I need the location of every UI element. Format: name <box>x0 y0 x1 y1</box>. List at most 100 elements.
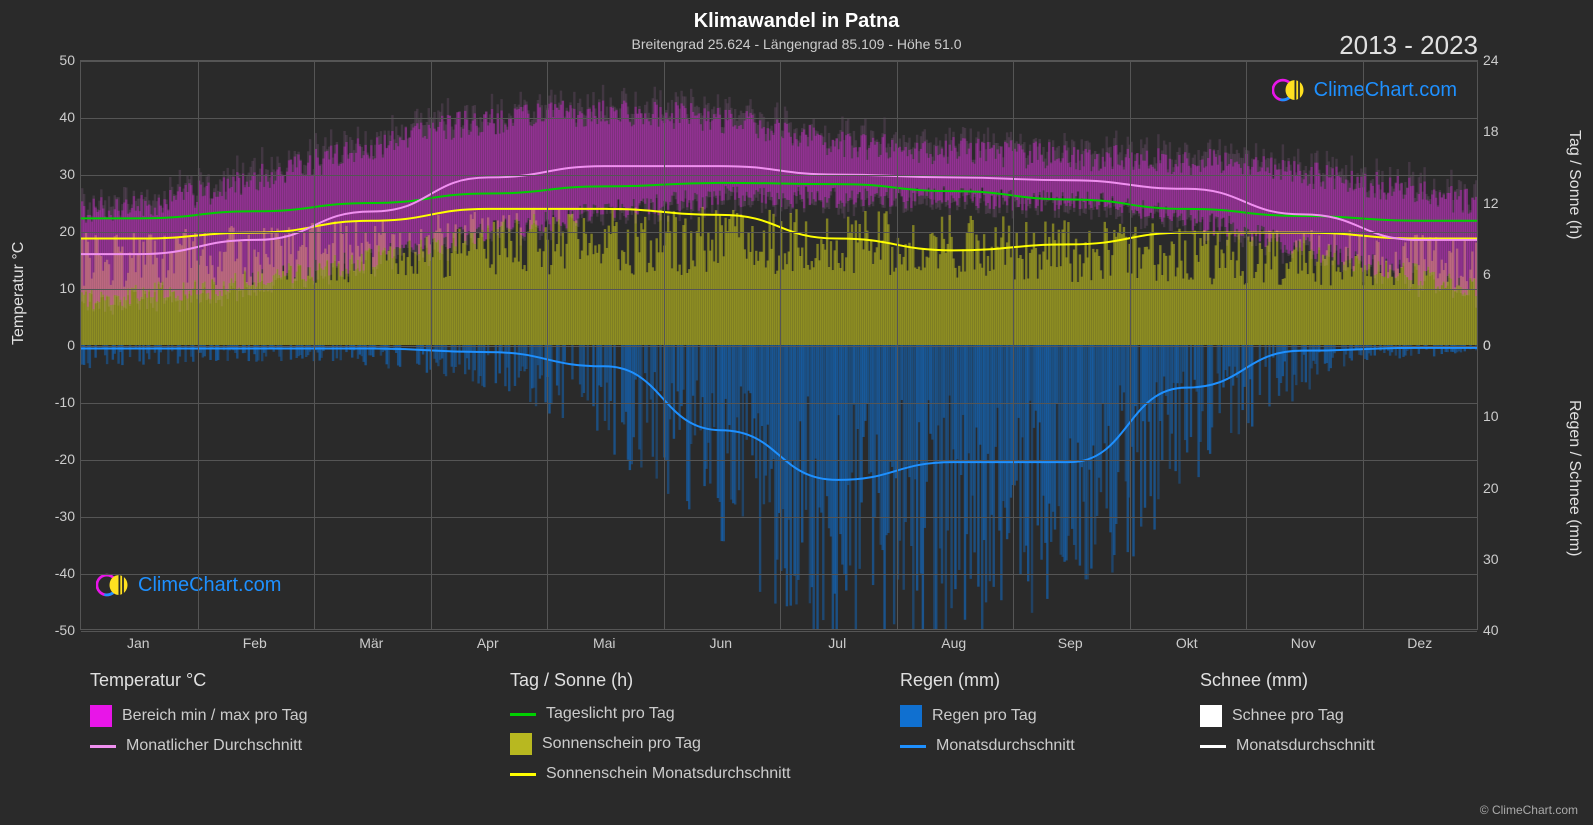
legend-label: Monatlicher Durchschnitt <box>126 737 302 755</box>
legend-item: Sonnenschein pro Tag <box>510 733 900 755</box>
grid-line-v <box>1363 61 1364 629</box>
copyright: © ClimeChart.com <box>1480 803 1578 817</box>
y-tick-right-top: 24 <box>1483 52 1513 68</box>
x-tick: Apr <box>458 635 518 651</box>
x-tick: Mär <box>341 635 401 651</box>
grid-line-v <box>1246 61 1247 629</box>
legend: Temperatur °C Bereich min / max pro Tag Mo… <box>90 670 1513 783</box>
climechart-logo-icon <box>1272 76 1308 104</box>
legend-group: Schnee (mm)Schnee pro TagMonatsdurchschn… <box>1200 670 1460 783</box>
legend-group: Regen (mm)Regen pro TagMonatsdurchschnit… <box>900 670 1200 783</box>
legend-item: Monatlicher Durchschnitt <box>90 737 510 755</box>
y-tick-left: -20 <box>45 451 75 467</box>
legend-swatch <box>900 745 926 748</box>
grid-line-v <box>1130 61 1131 629</box>
y-axis-right-top-label: Tag / Sonne (h) <box>1565 130 1583 239</box>
watermark-text: ClimeChart.com <box>138 574 281 597</box>
legend-label: Schnee pro Tag <box>1232 707 1344 725</box>
legend-item: Schnee pro Tag <box>1200 705 1460 727</box>
legend-swatch <box>900 705 922 727</box>
grid-line-h <box>81 232 1477 233</box>
legend-swatch <box>1200 745 1226 748</box>
x-tick: Nov <box>1273 635 1333 651</box>
x-tick: Jul <box>807 635 867 651</box>
y-tick-left: 10 <box>45 280 75 296</box>
climechart-logo-icon <box>96 571 132 599</box>
plot-area: ClimeChart.com ClimeChart.com <box>80 60 1478 630</box>
grid-line-v <box>431 61 432 629</box>
legend-item: Monatsdurchschnitt <box>1200 737 1460 755</box>
y-tick-left: 30 <box>45 166 75 182</box>
y-tick-left: -50 <box>45 622 75 638</box>
grid-line-v <box>664 61 665 629</box>
y-tick-right-bottom: 30 <box>1483 551 1513 567</box>
y-tick-left: 50 <box>45 52 75 68</box>
climate-chart: Klimawandel in Patna Breitengrad 25.624 … <box>0 0 1593 825</box>
y-tick-right-bottom: 10 <box>1483 408 1513 424</box>
x-tick: Jan <box>108 635 168 651</box>
x-tick: Feb <box>225 635 285 651</box>
daily-layer <box>81 85 1477 629</box>
legend-item: Sonnenschein Monatsdurchschnitt <box>510 765 900 783</box>
grid-line-h <box>81 574 1477 575</box>
legend-label: Sonnenschein Monatsdurchschnitt <box>546 765 791 783</box>
grid-line-h <box>81 403 1477 404</box>
legend-item: Monatsdurchschnitt <box>900 737 1200 755</box>
legend-label: Regen pro Tag <box>932 707 1037 725</box>
legend-label: Monatsdurchschnitt <box>1236 737 1375 755</box>
line-temp-avg <box>81 166 1477 254</box>
y-tick-left: -30 <box>45 508 75 524</box>
y-tick-left: -40 <box>45 565 75 581</box>
legend-item: Tageslicht pro Tag <box>510 705 900 723</box>
legend-item: Bereich min / max pro Tag <box>90 705 510 727</box>
y-tick-left: 20 <box>45 223 75 239</box>
y-axis-right-bottom-label: Regen / Schnee (mm) <box>1565 400 1583 557</box>
legend-swatch <box>1200 705 1222 727</box>
legend-group-title: Tag / Sonne (h) <box>510 670 900 691</box>
legend-swatch <box>90 705 112 727</box>
legend-group: Tag / Sonne (h) Tageslicht pro Tag Sonnens… <box>510 670 900 783</box>
legend-label: Bereich min / max pro Tag <box>122 707 308 725</box>
legend-group: Temperatur °C Bereich min / max pro Tag Mo… <box>90 670 510 783</box>
legend-label: Sonnenschein pro Tag <box>542 735 701 753</box>
watermark-text: ClimeChart.com <box>1314 79 1457 102</box>
y-axis-left-label: Temperatur °C <box>10 242 28 345</box>
x-tick: Okt <box>1157 635 1217 651</box>
x-tick: Sep <box>1040 635 1100 651</box>
year-range: 2013 - 2023 <box>1339 30 1478 61</box>
x-tick: Jun <box>691 635 751 651</box>
plot-svg <box>81 61 1477 629</box>
x-tick: Mai <box>574 635 634 651</box>
grid-line-h <box>81 289 1477 290</box>
grid-line-v <box>547 61 548 629</box>
line-daylight <box>81 183 1477 221</box>
legend-swatch <box>510 713 536 716</box>
legend-group-title: Temperatur °C <box>90 670 510 691</box>
grid-line-h <box>81 631 1477 632</box>
y-tick-right-top: 18 <box>1483 123 1513 139</box>
grid-line-v <box>1013 61 1014 629</box>
legend-swatch <box>90 745 116 748</box>
grid-line-v <box>314 61 315 629</box>
y-tick-left: 0 <box>45 337 75 353</box>
grid-line-v <box>198 61 199 629</box>
grid-line-h <box>81 460 1477 461</box>
x-tick: Aug <box>924 635 984 651</box>
y-tick-left: -10 <box>45 394 75 410</box>
grid-line-h <box>81 118 1477 119</box>
watermark-bottom: ClimeChart.com <box>96 571 281 599</box>
y-tick-right-bottom: 0 <box>1483 337 1513 353</box>
y-tick-left: 40 <box>45 109 75 125</box>
y-tick-right-bottom: 40 <box>1483 622 1513 638</box>
grid-line-h <box>81 175 1477 176</box>
line-sunshine-avg <box>81 209 1477 250</box>
grid-line-h <box>81 61 1477 62</box>
legend-label: Tageslicht pro Tag <box>546 705 675 723</box>
grid-line-v <box>780 61 781 629</box>
grid-line-h <box>81 346 1477 347</box>
y-tick-right-top: 12 <box>1483 195 1513 211</box>
x-tick: Dez <box>1390 635 1450 651</box>
y-tick-right-top: 6 <box>1483 266 1513 282</box>
grid-line-h <box>81 517 1477 518</box>
legend-swatch <box>510 773 536 776</box>
